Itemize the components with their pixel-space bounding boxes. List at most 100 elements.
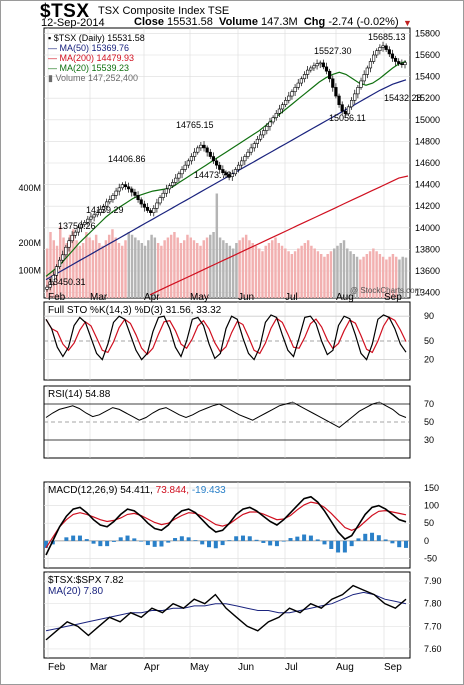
price-annotation: 15432.28 bbox=[384, 93, 422, 103]
sto-axis-label: 50 bbox=[424, 336, 434, 346]
volume-bar bbox=[153, 237, 157, 298]
candle-body bbox=[64, 246, 68, 256]
price-month-label: Feb bbox=[48, 292, 66, 303]
candle-body bbox=[123, 184, 128, 188]
main-legend-entry: — MA(20) 15539.23 bbox=[48, 63, 129, 73]
candle-body bbox=[302, 74, 307, 80]
macd-histogram-bar bbox=[342, 540, 347, 553]
macd-histogram-bar bbox=[77, 535, 82, 541]
candle-body bbox=[236, 164, 241, 170]
month-label: Apr bbox=[144, 662, 160, 673]
volume-bar bbox=[231, 248, 235, 298]
volume-bar bbox=[121, 245, 124, 298]
macd-histogram-bar bbox=[308, 535, 313, 541]
candle-body bbox=[57, 259, 62, 267]
price-annotation: 13750.26 bbox=[58, 221, 96, 231]
candle-body bbox=[277, 108, 281, 114]
macd-histogram-bar bbox=[315, 539, 320, 541]
candle-body bbox=[199, 144, 203, 149]
volume-bar bbox=[372, 248, 375, 298]
volume-bar bbox=[401, 256, 404, 298]
candle-body bbox=[142, 203, 146, 208]
macd-histogram-bar bbox=[376, 535, 381, 541]
volume-bar bbox=[127, 232, 130, 298]
volume-bar bbox=[163, 240, 166, 298]
ma200-line bbox=[149, 175, 409, 296]
macd-histogram-bar bbox=[179, 536, 184, 541]
volume-bar bbox=[98, 243, 101, 298]
candle-body bbox=[246, 151, 250, 157]
volume-bar bbox=[156, 243, 160, 298]
volume-bar bbox=[91, 240, 95, 298]
candle-body bbox=[359, 80, 363, 88]
macd-histogram-bar bbox=[302, 534, 307, 541]
price-axis-label: 15000 bbox=[415, 115, 440, 125]
candle-body bbox=[340, 104, 344, 112]
ma20-line bbox=[45, 60, 407, 277]
candle-body bbox=[108, 199, 112, 203]
candle-body bbox=[95, 212, 99, 216]
volume-bar bbox=[271, 240, 274, 298]
candle-body bbox=[164, 188, 168, 194]
candle-body bbox=[177, 173, 181, 179]
stockcharts-watermark: @ StockCharts.com bbox=[350, 286, 422, 295]
macd-histogram-bar bbox=[105, 540, 110, 547]
candle-body bbox=[309, 67, 313, 71]
macd-histogram-bar bbox=[91, 540, 96, 544]
price-annotation: 15056.11 bbox=[329, 113, 366, 123]
candle-body bbox=[230, 173, 234, 177]
candle-body bbox=[120, 184, 124, 189]
rsi-axis-label: 50 bbox=[424, 417, 434, 427]
price-axis-label: 14200 bbox=[415, 201, 440, 211]
macd-title: MACD(12,26,9) 54.411, 73.844, -19.433 bbox=[48, 485, 226, 496]
month-label: Jul bbox=[285, 662, 298, 673]
macd-signal-line bbox=[45, 501, 407, 549]
volume-bar bbox=[362, 256, 365, 298]
candle-body bbox=[258, 134, 263, 140]
macd-histogram-bar bbox=[261, 540, 266, 543]
volume-bar bbox=[391, 254, 395, 298]
candle-body bbox=[133, 191, 137, 196]
volume-bar bbox=[257, 248, 261, 298]
macd-histogram-bar bbox=[322, 540, 327, 545]
volume-bar bbox=[339, 243, 342, 298]
volume-bar bbox=[134, 237, 137, 298]
volume-bar bbox=[378, 254, 382, 298]
candle-body bbox=[274, 113, 278, 118]
volume-bar bbox=[381, 256, 385, 298]
candle-body bbox=[268, 121, 272, 127]
chg-value: -2.74 (-0.02%) bbox=[328, 16, 399, 28]
price-annotation: 13450.31 bbox=[48, 277, 86, 287]
candle-body bbox=[227, 174, 231, 177]
volume-bar bbox=[104, 240, 108, 298]
macd-histogram-bar bbox=[193, 540, 198, 541]
volume-value: 147.3M bbox=[261, 16, 298, 28]
candle-body bbox=[393, 57, 398, 62]
candle-body bbox=[161, 192, 165, 198]
ticker-symbol: $TSX bbox=[40, 1, 90, 22]
candle-body bbox=[101, 205, 106, 210]
price-month-label: May bbox=[190, 292, 209, 303]
volume-bar bbox=[46, 248, 49, 298]
sto-axis-label: 20 bbox=[424, 355, 434, 365]
volume-bar bbox=[316, 251, 320, 298]
candle-body bbox=[192, 151, 197, 157]
macd-histogram-bar bbox=[247, 536, 252, 541]
volume-axis-label: 400M bbox=[18, 183, 41, 193]
macd-histogram-bar bbox=[288, 538, 293, 541]
candle-body bbox=[186, 160, 190, 166]
volume-bar bbox=[124, 240, 127, 298]
price-axis-label: 15200 bbox=[415, 93, 440, 103]
macd-histogram-bar bbox=[397, 540, 402, 548]
macd-histogram-bar bbox=[132, 538, 137, 541]
price-month-label: Sep bbox=[384, 292, 402, 303]
candle-body bbox=[189, 156, 194, 162]
candle-body bbox=[315, 63, 319, 67]
candle-body bbox=[356, 87, 360, 95]
volume-bar bbox=[310, 245, 313, 298]
macd-histogram-bar bbox=[363, 533, 368, 541]
volume-bar bbox=[169, 234, 173, 298]
price-annotation: 15685.13 bbox=[368, 32, 406, 42]
chart-date: 12-Sep-2014 bbox=[41, 17, 105, 29]
macd-histogram-bar bbox=[152, 540, 157, 547]
